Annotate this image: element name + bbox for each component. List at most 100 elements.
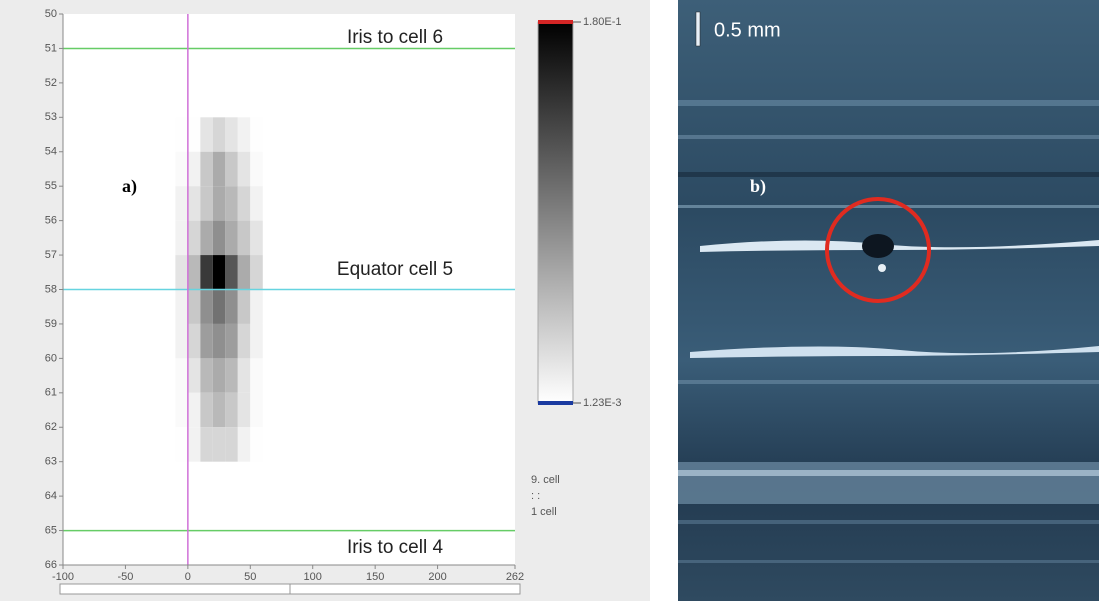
- scrollbar[interactable]: [60, 584, 520, 594]
- heat-cell: [200, 290, 212, 324]
- y-tick-label: 53: [45, 111, 57, 123]
- x-tick-label: 50: [244, 571, 256, 583]
- colorbar-under: [538, 401, 573, 405]
- heat-cell: [200, 221, 212, 255]
- heat-cell: [225, 393, 237, 427]
- y-tick-label: 62: [45, 421, 57, 433]
- colorbar: [538, 22, 573, 403]
- figure: Iris to cell 6 Equator cell 5 Iris to ce…: [0, 0, 1099, 601]
- y-tick-label: 59: [45, 318, 57, 330]
- heat-cell: [250, 152, 262, 186]
- heat-cell: [250, 186, 262, 220]
- panel-label: a): [122, 176, 137, 197]
- heat-cell: [213, 290, 225, 324]
- y-tick-label: 61: [45, 387, 57, 399]
- x-tick-label: 200: [428, 571, 446, 583]
- heat-cell: [250, 221, 262, 255]
- heat-cell: [250, 290, 262, 324]
- defect: [862, 234, 894, 258]
- colorbar-over: [538, 20, 573, 24]
- heat-cell: [188, 324, 200, 358]
- colorbar-label: 1.80E-1: [583, 16, 622, 28]
- photo-band: [678, 462, 1099, 504]
- heat-cell: [225, 427, 237, 461]
- annotation: Iris to cell 6: [347, 27, 443, 48]
- defect-glint: [878, 264, 886, 272]
- heat-cell: [238, 427, 250, 461]
- cell-legend: 1 cell: [531, 506, 557, 518]
- heat-cell: [188, 152, 200, 186]
- heat-cell: [175, 255, 187, 289]
- heat-cell: [238, 255, 250, 289]
- panel-label: b): [750, 176, 766, 197]
- heat-cell: [175, 221, 187, 255]
- colorbar-label: 1.23E-3: [583, 397, 622, 409]
- photo-stripe: [678, 135, 1099, 139]
- heat-cell: [188, 221, 200, 255]
- x-tick-label: 262: [506, 571, 524, 583]
- heat-cell: [250, 255, 262, 289]
- heat-cell: [225, 117, 237, 151]
- heat-cell: [175, 290, 187, 324]
- scale-label: 0.5 mm: [714, 19, 781, 41]
- heat-cell: [213, 393, 225, 427]
- heat-cell: [188, 186, 200, 220]
- heat-cell: [225, 152, 237, 186]
- heat-cell: [213, 117, 225, 151]
- heat-cell: [238, 221, 250, 255]
- y-tick-label: 60: [45, 352, 57, 364]
- heat-cell: [175, 186, 187, 220]
- cell-legend: 9. cell: [531, 474, 560, 486]
- heat-cell: [200, 393, 212, 427]
- heat-cell: [188, 255, 200, 289]
- heat-cell: [225, 358, 237, 392]
- heat-cell: [188, 290, 200, 324]
- cell-legend: : :: [531, 490, 540, 502]
- y-tick-label: 63: [45, 456, 57, 468]
- photo-stripe: [678, 205, 1099, 208]
- y-tick-label: 57: [45, 249, 57, 261]
- heat-cell: [238, 152, 250, 186]
- heat-cell: [238, 290, 250, 324]
- heat-cell: [175, 393, 187, 427]
- x-tick-label: -50: [117, 571, 133, 583]
- heat-cell: [188, 117, 200, 151]
- y-tick-label: 58: [45, 283, 57, 295]
- heat-cell: [225, 324, 237, 358]
- heat-cell: [238, 358, 250, 392]
- annotation: Equator cell 5: [337, 259, 453, 280]
- heat-cell: [188, 358, 200, 392]
- heat-cell: [213, 427, 225, 461]
- photo-stripe: [678, 560, 1099, 563]
- scale-bar: [696, 12, 700, 46]
- heat-cell: [200, 427, 212, 461]
- heat-cell: [175, 358, 187, 392]
- heat-cell: [213, 358, 225, 392]
- y-tick-label: 54: [45, 146, 57, 158]
- heat-cell: [213, 186, 225, 220]
- x-tick-label: 0: [185, 571, 191, 583]
- y-tick-label: 64: [45, 490, 57, 502]
- heat-cell: [200, 358, 212, 392]
- y-tick-label: 51: [45, 42, 57, 54]
- heat-cell: [250, 358, 262, 392]
- heat-cell: [250, 427, 262, 461]
- heat-cell: [250, 324, 262, 358]
- photo-panel: 0.5 mm b): [678, 0, 1099, 601]
- heat-cell: [213, 152, 225, 186]
- y-tick-label: 56: [45, 215, 57, 227]
- heat-cell: [238, 324, 250, 358]
- heat-cell: [238, 393, 250, 427]
- heat-cell: [175, 324, 187, 358]
- heat-cell: [213, 221, 225, 255]
- y-tick-label: 65: [45, 524, 57, 536]
- x-tick-label: -100: [52, 571, 74, 583]
- y-tick-label: 50: [45, 8, 57, 20]
- heat-cell: [238, 186, 250, 220]
- heat-cell: [250, 117, 262, 151]
- heat-cell: [188, 427, 200, 461]
- x-tick-label: 150: [366, 571, 384, 583]
- heat-cell: [175, 427, 187, 461]
- heat-cell: [213, 324, 225, 358]
- photo-stripe: [678, 172, 1099, 177]
